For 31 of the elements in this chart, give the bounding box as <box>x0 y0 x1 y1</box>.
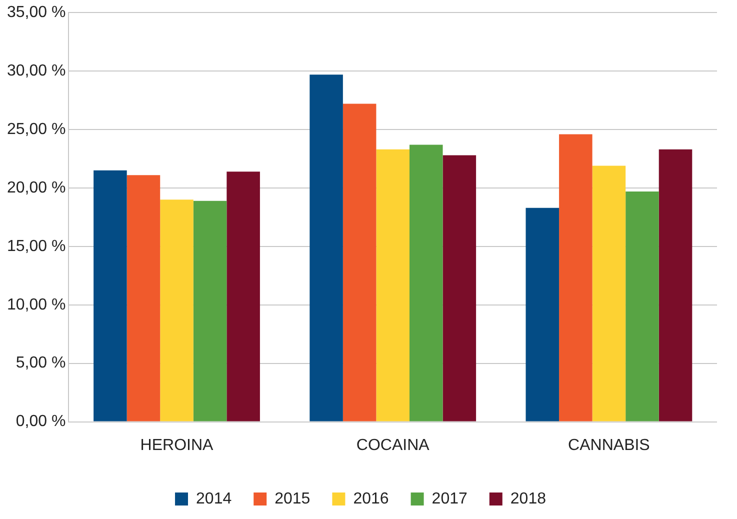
bar <box>592 166 626 422</box>
legend-label: 2017 <box>432 490 468 508</box>
bar <box>409 144 443 422</box>
bar <box>442 155 476 422</box>
bar <box>526 208 560 422</box>
bar <box>94 170 127 422</box>
legend-label: 2014 <box>196 490 232 508</box>
bar <box>160 200 194 422</box>
y-tick-label: 20,00 % <box>6 179 66 196</box>
bar <box>658 149 692 422</box>
y-tick-label: 30,00 % <box>6 62 66 80</box>
bar <box>376 149 410 422</box>
bar <box>126 175 160 422</box>
x-tick-label: COCAINA <box>356 436 430 454</box>
y-tick-label: 15,00 % <box>6 238 66 255</box>
y-tick-label: 5,00 % <box>16 354 66 372</box>
y-tick-label: 0,00 % <box>16 413 66 430</box>
bar <box>342 104 376 422</box>
legend-label: 2018 <box>510 490 546 508</box>
legend-label: 2016 <box>353 490 389 508</box>
bar <box>226 172 260 422</box>
bar <box>559 134 592 422</box>
y-tick-label: 25,00 % <box>6 120 66 138</box>
x-tick-label: CANNABIS <box>568 436 650 454</box>
bar <box>626 191 659 422</box>
bar <box>193 200 227 422</box>
y-tick-label: 10,00 % <box>6 296 66 314</box>
x-tick-label: HEROINA <box>140 436 214 454</box>
legend-label: 2015 <box>274 490 310 508</box>
y-tick-label: 35,00 % <box>6 4 66 22</box>
bar <box>310 74 343 422</box>
